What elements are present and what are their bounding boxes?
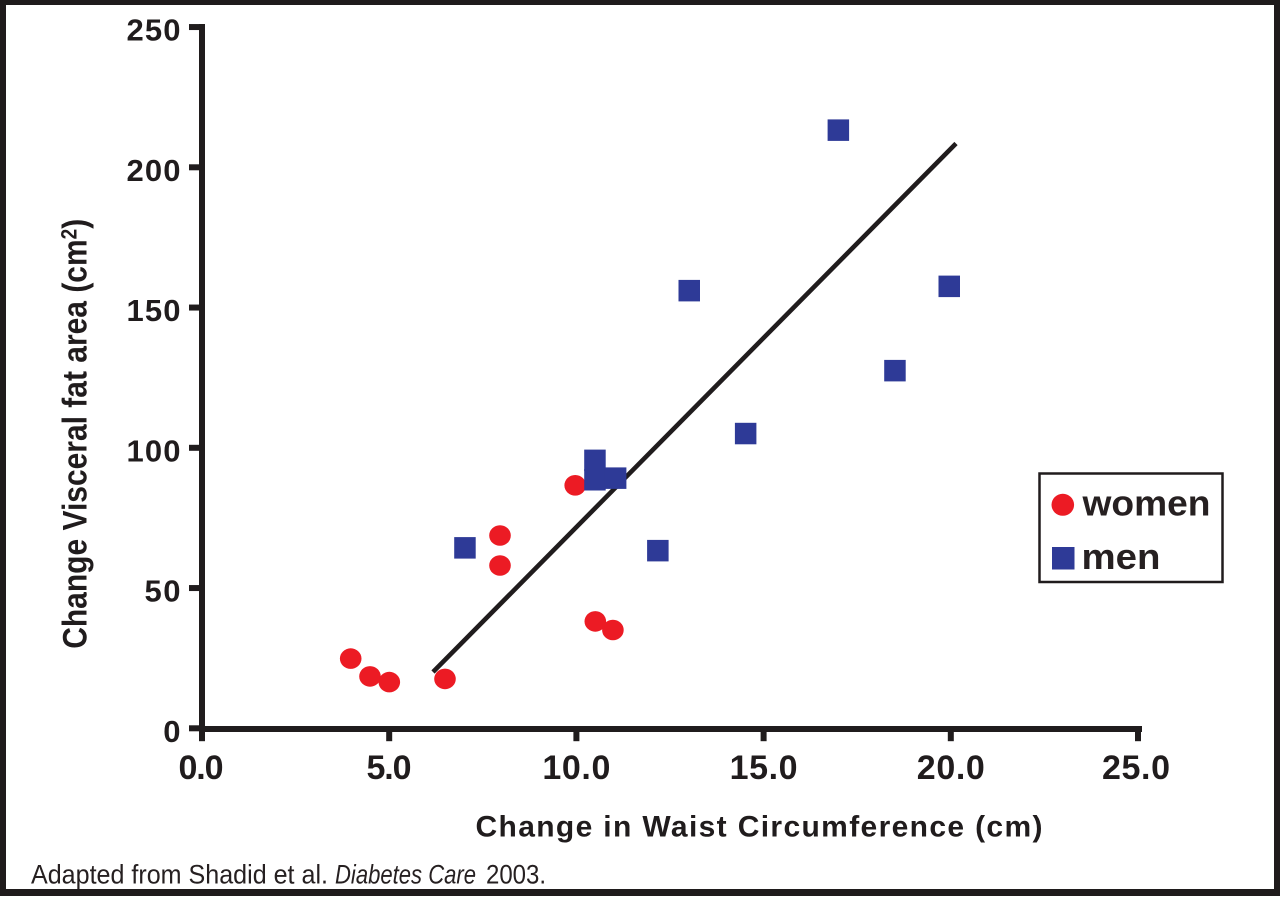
svg-text:0: 0 xyxy=(163,714,180,749)
svg-text:0.0: 0.0 xyxy=(179,749,224,787)
svg-text:50: 50 xyxy=(145,574,181,609)
svg-text:20.0: 20.0 xyxy=(917,749,985,787)
svg-text:2003.: 2003. xyxy=(486,860,546,890)
svg-text:15.0: 15.0 xyxy=(730,749,798,787)
svg-text:10.0: 10.0 xyxy=(542,749,610,787)
svg-text:200: 200 xyxy=(127,153,181,188)
svg-text:Change Visceral fat area (cm2): Change Visceral fat area (cm2) xyxy=(56,219,94,649)
svg-text:men: men xyxy=(1082,536,1161,577)
svg-text:Diabetes Care: Diabetes Care xyxy=(335,860,476,890)
svg-text:women: women xyxy=(1081,482,1210,523)
svg-text:25.0: 25.0 xyxy=(1102,749,1170,787)
svg-text:150: 150 xyxy=(127,293,181,328)
svg-text:Adapted from Shadid et al.: Adapted from Shadid et al. xyxy=(31,860,328,890)
svg-text:100: 100 xyxy=(127,433,181,468)
svg-text:Change in Waist Circumference: Change in Waist Circumference (cm) xyxy=(476,811,1043,844)
svg-text:250: 250 xyxy=(127,13,181,48)
svg-text:5.0: 5.0 xyxy=(367,749,412,787)
